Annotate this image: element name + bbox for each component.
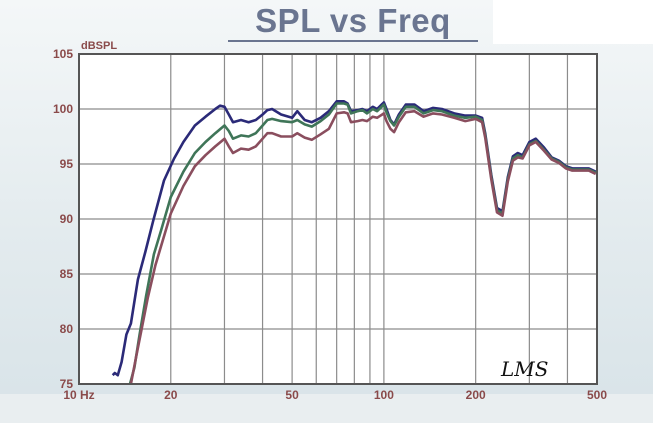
x-tick-label: 500 <box>587 388 607 402</box>
x-tick-label: 10 Hz <box>63 388 94 402</box>
lms-annotation: LMS <box>500 357 548 381</box>
chart-title: SPL vs Freq <box>255 2 451 39</box>
y-tick-label: 90 <box>60 212 74 226</box>
x-tick-label: 50 <box>285 388 299 402</box>
series-line-2 <box>129 109 597 385</box>
corner-patch <box>493 0 653 44</box>
y-tick-label: 105 <box>53 47 73 61</box>
y-tick-label: 85 <box>60 267 74 281</box>
bottom-band <box>0 394 653 423</box>
x-tick-label: 20 <box>164 388 178 402</box>
x-tick-label: 100 <box>374 388 394 402</box>
y-tick-label: 75 <box>60 377 74 391</box>
series-line-1 <box>128 102 597 385</box>
y-axis-label: dBSPL <box>81 40 117 52</box>
plot-frame <box>78 53 598 385</box>
title-underline <box>228 40 478 42</box>
x-tick-label: 200 <box>466 388 486 402</box>
y-tick-label: 100 <box>53 102 73 116</box>
y-tick-label: 95 <box>60 157 74 171</box>
y-tick-label: 80 <box>60 322 74 336</box>
